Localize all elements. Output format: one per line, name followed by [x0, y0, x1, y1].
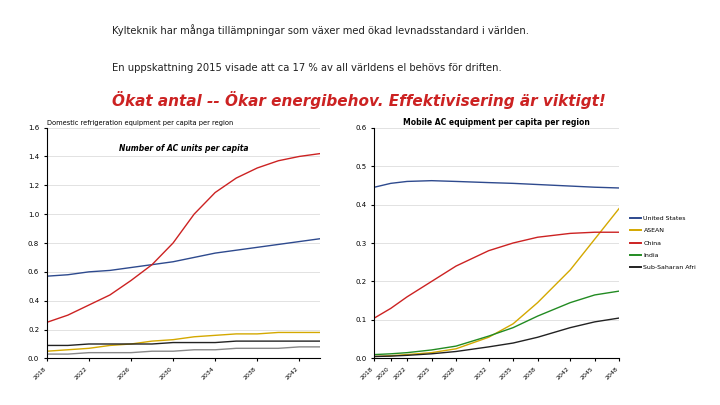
Legend: United States, ASEAN, China, India, Sub-Saharan Afri: United States, ASEAN, China, India, Sub-…: [627, 213, 698, 273]
Text: Domestic refrigeration equipment per capita per region: Domestic refrigeration equipment per cap…: [47, 120, 233, 126]
Text: ❁: ❁: [38, 22, 51, 37]
Title: Mobile AC equipment per capita per region: Mobile AC equipment per capita per regio…: [403, 118, 590, 127]
Text: Number of AC units per capita: Number of AC units per capita: [119, 144, 248, 153]
Text: Kylteknik har många tillämpningar som växer med ökad levnadsstandard i världen.: Kylteknik har många tillämpningar som vä…: [112, 24, 528, 36]
Text: ROYAL INSTITUTE
OF TECHNOLOGY: ROYAL INSTITUTE OF TECHNOLOGY: [28, 69, 61, 78]
Text: KTH: KTH: [30, 47, 59, 58]
Text: Ökat antal -- Ökar energibehov. Effektivisering är viktigt!: Ökat antal -- Ökar energibehov. Effektiv…: [112, 92, 606, 109]
Text: En uppskattning 2015 visade att ca 17 % av all världens el behövs för driften.: En uppskattning 2015 visade att ca 17 % …: [112, 64, 501, 73]
